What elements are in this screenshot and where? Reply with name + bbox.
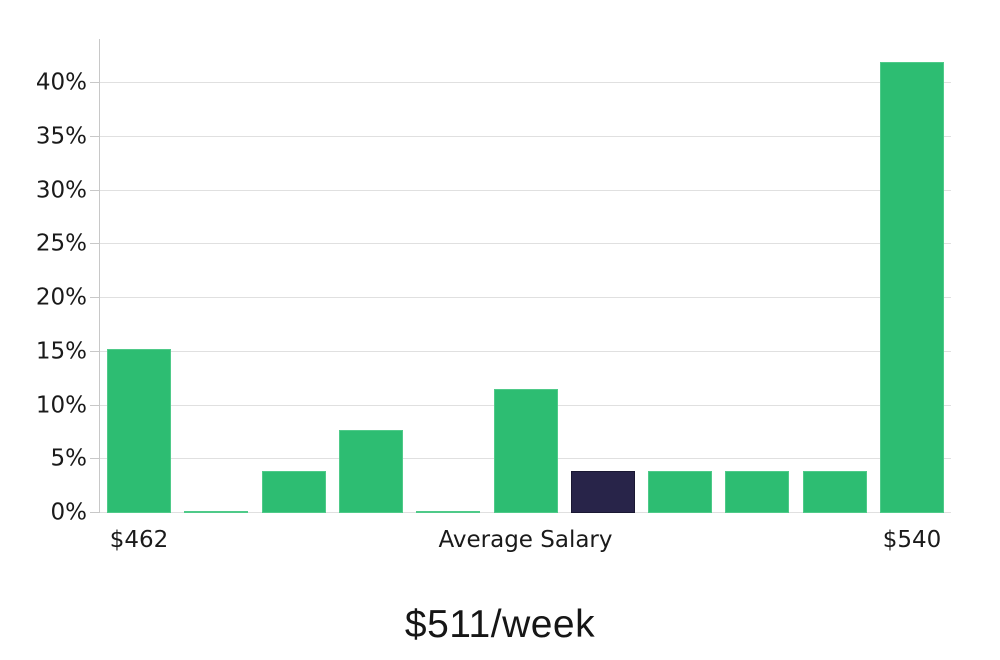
x-axis-label: Average Salary <box>438 527 613 553</box>
y-axis-tick <box>90 458 100 460</box>
gridline <box>100 243 951 245</box>
average-salary-bar <box>570 471 635 513</box>
y-axis-label: 5% <box>50 445 88 472</box>
y-axis-tick <box>90 82 100 84</box>
y-axis-tick <box>90 297 100 299</box>
gridline <box>100 82 951 84</box>
y-axis-tick <box>90 512 100 513</box>
y-axis-label: 20% <box>35 284 87 311</box>
x-axis-label: $540 <box>882 527 942 553</box>
average-salary-caption: $511/week <box>404 603 596 646</box>
salary-bar <box>648 471 713 513</box>
gridline <box>100 135 951 137</box>
gridline <box>100 297 951 299</box>
y-axis-tick <box>90 243 100 245</box>
salary-bar <box>338 430 403 513</box>
y-axis-tick <box>90 135 100 137</box>
salary-bar <box>416 510 481 513</box>
y-axis-label: 35% <box>35 123 87 150</box>
gridline <box>100 350 951 352</box>
y-axis-label: 40% <box>35 69 87 96</box>
y-axis-label: 25% <box>35 230 87 257</box>
y-axis-label: 0% <box>50 499 88 526</box>
salary-bar <box>880 61 944 513</box>
y-axis-tick <box>90 350 100 352</box>
salary-bar <box>802 471 867 513</box>
plot-area: 0% 5% 10% 15% 20% 25% 30% 35% 40% $462 Average Sal… <box>36 39 951 553</box>
y-axis-label: 10% <box>35 392 87 419</box>
x-axis-label: $462 <box>109 527 169 553</box>
salary-bar <box>261 471 326 513</box>
salary-bar <box>184 510 249 513</box>
salary-bar <box>107 348 171 513</box>
salary-bar <box>725 471 790 513</box>
gridline <box>100 189 951 191</box>
y-axis-label: 15% <box>35 338 87 365</box>
y-axis-tick <box>90 404 100 406</box>
salary-bar <box>493 389 558 513</box>
y-axis-label: 30% <box>35 177 87 204</box>
y-axis-tick <box>90 189 100 191</box>
